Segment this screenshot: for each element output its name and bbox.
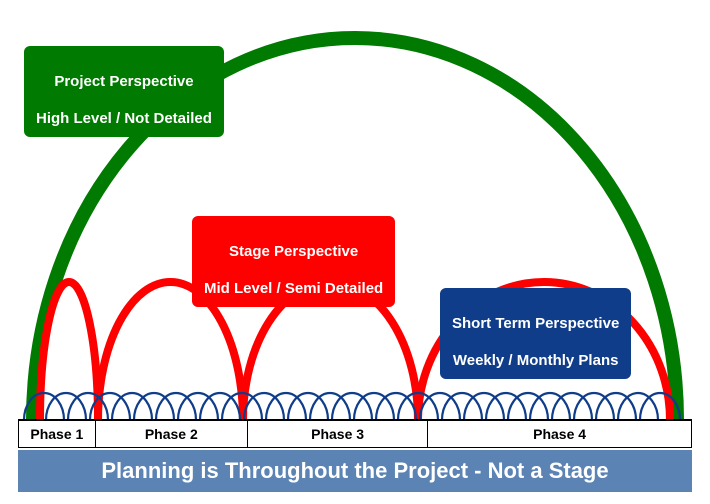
footer-bar: Planning is Throughout the Project - Not… — [18, 450, 692, 492]
callout-project-perspective: Project Perspective High Level / Not Det… — [24, 46, 224, 137]
callout-blue-line1: Short Term Perspective — [452, 315, 619, 332]
phase-cell: Phase 2 — [96, 421, 248, 447]
phase-cell: Phase 4 — [428, 421, 691, 447]
callout-short-term-perspective: Short Term Perspective Weekly / Monthly … — [440, 288, 631, 379]
callout-green-line1: Project Perspective — [54, 73, 193, 90]
callout-red-line2: Mid Level / Semi Detailed — [204, 280, 383, 297]
phase-bar: Phase 1Phase 2Phase 3Phase 4 — [18, 420, 692, 448]
callout-red-line1: Stage Perspective — [229, 243, 358, 260]
callout-blue-line2: Weekly / Monthly Plans — [453, 352, 619, 369]
phase-cell: Phase 1 — [19, 421, 96, 447]
footer-text: Planning is Throughout the Project - Not… — [101, 458, 608, 483]
phase-cell: Phase 3 — [248, 421, 428, 447]
callout-green-line2: High Level / Not Detailed — [36, 110, 212, 127]
callout-stage-perspective: Stage Perspective Mid Level / Semi Detai… — [192, 216, 395, 307]
